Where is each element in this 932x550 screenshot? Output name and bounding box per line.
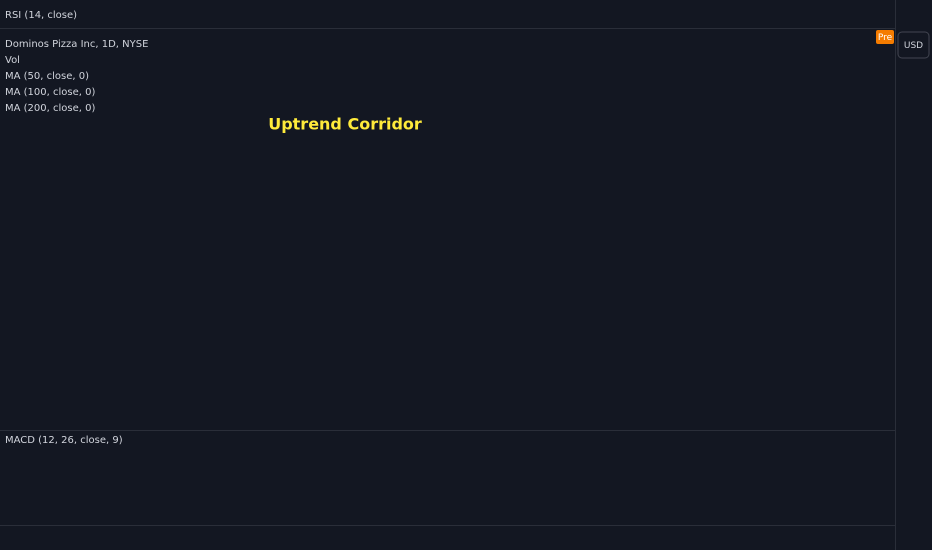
- ma-legend: MA (50, close, 0): [5, 71, 89, 82]
- session-badge: [876, 30, 894, 44]
- volume-legend: Vol: [5, 55, 20, 66]
- title: Dominos Pizza Inc, 1D, NYSE: [5, 39, 148, 50]
- rsi-legend: RSI (14, close): [5, 10, 77, 21]
- currency-label: USD: [904, 41, 923, 51]
- annotation: Uptrend Corridor: [268, 115, 422, 134]
- currency-button[interactable]: [897, 31, 930, 59]
- session-label: Pre: [878, 33, 893, 43]
- ma-legend: MA (200, close, 0): [5, 103, 95, 114]
- macd-legend: MACD (12, 26, close, 9): [5, 435, 123, 446]
- ma-legend: MA (100, close, 0): [5, 87, 95, 98]
